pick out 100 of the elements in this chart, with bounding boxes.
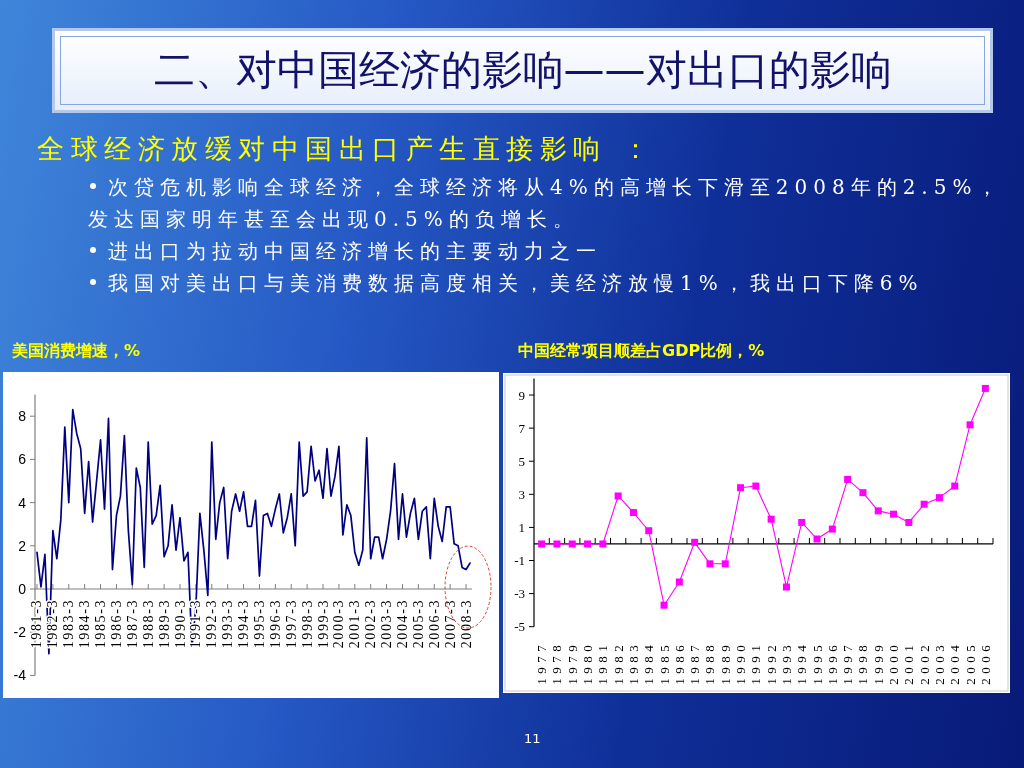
x-tick-label: 2004-3 xyxy=(394,599,410,649)
x-tick-label: 1995 xyxy=(809,640,825,685)
text: 二、对中国经济的影响——对出口的影响 xyxy=(153,45,892,96)
point xyxy=(752,482,760,490)
point xyxy=(538,540,546,548)
x-tick-label: 1990-3 xyxy=(172,599,188,649)
point xyxy=(951,482,959,490)
x-tick-label: 1979 xyxy=(564,640,580,685)
point xyxy=(813,535,821,543)
text: 我国对美出口与美消费数据高度相关，美经济放慢1%，我出口下降6% xyxy=(108,271,924,295)
x-tick-label: 2004 xyxy=(947,640,963,685)
x-tick-label: 2001 xyxy=(901,640,917,685)
point xyxy=(721,560,729,568)
x-tick-label: 1991-3 xyxy=(188,599,204,649)
x-tick-label: 2008-3 xyxy=(458,599,474,649)
y-tick-label: -3 xyxy=(514,586,525,602)
x-tick-label: 2003 xyxy=(931,640,947,685)
x-tick-label: 1999 xyxy=(870,640,886,685)
y-tick-label: -1 xyxy=(514,553,525,569)
point xyxy=(645,527,653,535)
point xyxy=(966,421,974,429)
x-tick-label: 2002 xyxy=(916,640,932,685)
y-tick-label: 0 xyxy=(18,581,27,597)
point xyxy=(568,540,576,548)
y-tick-label: -5 xyxy=(514,619,525,635)
x-tick-label: 1982 xyxy=(610,640,626,685)
point xyxy=(660,601,668,609)
text: 全球经济放缓对中国出口产生直接影响 ： xyxy=(37,132,656,166)
x-tick-label: 1983 xyxy=(625,640,641,685)
point xyxy=(981,384,989,392)
x-tick-label: 1994 xyxy=(794,640,810,685)
point xyxy=(737,484,745,492)
y-tick-label: -4 xyxy=(13,667,27,684)
x-tick-label: 1977 xyxy=(534,640,550,685)
x-tick-label: 1978 xyxy=(549,640,565,685)
x-tick-label: 1995-3 xyxy=(251,599,267,649)
point xyxy=(844,475,852,483)
text: 进出口为拉动中国经济增长的主要动力之一 xyxy=(108,239,602,263)
chart-title: 美国消费增速，% xyxy=(11,341,141,360)
x-tick-label: 1983-3 xyxy=(61,599,77,649)
point xyxy=(798,518,806,526)
y-tick-label: 8 xyxy=(18,408,27,425)
x-tick-label: 2007-3 xyxy=(442,599,458,649)
chart-title: 中国经常项目顺差占GDP比例，% xyxy=(518,341,765,360)
x-tick-label: 1992-3 xyxy=(204,599,220,649)
x-tick-label: 1981 xyxy=(595,640,611,685)
point xyxy=(935,494,943,502)
x-tick-label: 1985-3 xyxy=(93,599,109,649)
x-tick-label: 1998-3 xyxy=(299,599,315,649)
y-tick-label: 6 xyxy=(18,451,27,468)
point xyxy=(828,525,836,533)
point xyxy=(599,540,607,548)
x-tick-label: 1994-3 xyxy=(236,599,252,649)
x-tick-label: 1988-3 xyxy=(140,599,156,649)
text: 次贷危机影响全球经济，全球经济将从4%的高增长下滑至2008年的2.5%，发达国家明年甚至会出现0.5%的负增长。 xyxy=(88,175,1004,231)
x-tick-label: 2005 xyxy=(962,640,978,685)
x-tick-label: 2001-3 xyxy=(347,599,363,649)
x-tick-label: 1988 xyxy=(702,640,718,685)
x-tick-label: 1997-3 xyxy=(283,599,299,649)
x-tick-label: 1984-3 xyxy=(77,599,93,649)
x-tick-label: 2006 xyxy=(977,640,993,685)
x-tick-label: 2000 xyxy=(886,640,902,685)
point xyxy=(767,515,775,523)
point xyxy=(859,489,867,497)
x-tick-label: 1997 xyxy=(840,640,856,685)
x-tick-label: 1999-3 xyxy=(315,599,331,649)
point xyxy=(553,540,561,548)
text: 11 xyxy=(524,731,541,746)
x-tick-label: 2000-3 xyxy=(331,599,347,649)
x-tick-label: 1991 xyxy=(748,640,764,685)
point xyxy=(874,507,882,515)
point xyxy=(614,492,622,500)
y-tick-label: 7 xyxy=(518,420,526,436)
x-tick-label: 1986-3 xyxy=(108,599,124,649)
x-tick-label: 1987 xyxy=(687,640,703,685)
x-tick-label: 1982-3 xyxy=(45,599,61,649)
point xyxy=(920,500,928,508)
y-tick-label: -2 xyxy=(13,624,27,641)
x-tick-label: 2003-3 xyxy=(379,599,395,649)
y-tick-label: 2 xyxy=(18,537,27,554)
x-tick-label: 1981-3 xyxy=(29,599,45,649)
point xyxy=(629,509,637,517)
x-tick-label: 1992 xyxy=(763,640,779,685)
point xyxy=(675,578,683,586)
y-tick-label: 3 xyxy=(518,486,525,502)
x-tick-label: 2005-3 xyxy=(410,599,426,649)
x-tick-label: 1980 xyxy=(580,640,596,685)
x-tick-label: 1987-3 xyxy=(124,599,140,649)
point xyxy=(890,510,898,518)
point xyxy=(584,540,592,548)
point xyxy=(691,538,699,546)
x-tick-label: 1996-3 xyxy=(267,599,283,649)
y-tick-label: 4 xyxy=(18,494,27,511)
x-tick-label: 1986 xyxy=(671,640,687,685)
x-tick-label: 1998 xyxy=(855,640,871,685)
x-tick-label: 2006-3 xyxy=(426,599,442,649)
x-tick-label: 1989-3 xyxy=(156,599,172,649)
x-tick-label: 2002-3 xyxy=(363,599,379,649)
point xyxy=(706,560,714,568)
x-tick-label: 1990 xyxy=(733,640,749,685)
